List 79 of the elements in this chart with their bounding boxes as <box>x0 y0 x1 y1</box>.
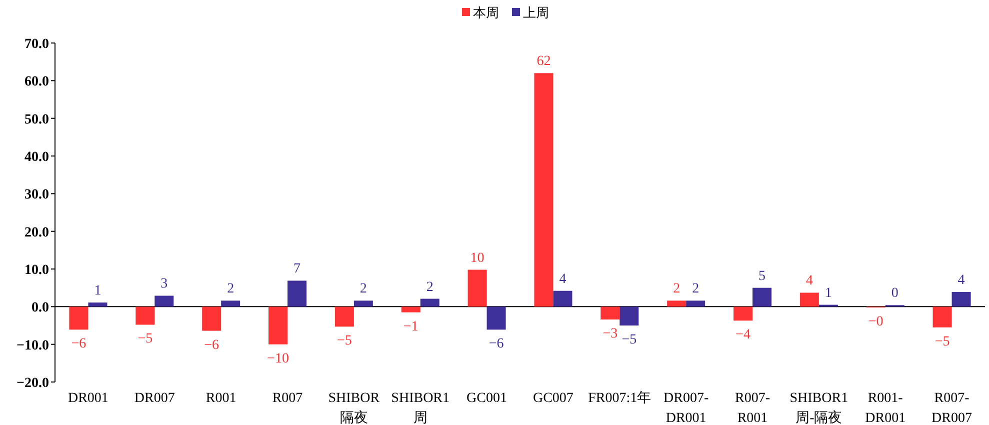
y-tick-label: 40.0 <box>24 150 49 165</box>
bar <box>667 300 686 307</box>
data-label: 2 <box>692 282 700 297</box>
data-label: 3 <box>160 276 168 292</box>
category-label: SHIBOR1周 <box>391 391 450 425</box>
category-label: DR007 <box>134 391 175 406</box>
data-label: −6 <box>488 336 504 352</box>
data-label: 2 <box>426 280 434 295</box>
y-tick-label: 60.0 <box>24 74 49 90</box>
data-label: 4 <box>958 272 965 288</box>
data-label: 0 <box>891 286 898 302</box>
bar <box>468 270 487 307</box>
bar <box>952 292 971 307</box>
bar <box>800 292 819 307</box>
data-label: 5 <box>758 268 766 284</box>
bar <box>334 306 354 327</box>
data-label: 1 <box>824 286 832 301</box>
data-label: −5 <box>336 334 352 349</box>
category-label: R007 <box>272 391 303 406</box>
data-label: −4 <box>736 328 750 343</box>
bar <box>268 306 288 344</box>
data-label: 4 <box>806 274 813 289</box>
bar <box>600 306 620 320</box>
y-tick-label: 20.0 <box>24 225 49 240</box>
data-label: −6 <box>71 336 86 352</box>
bar <box>734 306 752 321</box>
category-label: R007-DR007 <box>932 391 972 425</box>
bar <box>154 296 174 307</box>
y-tick-label: 0.0 <box>32 300 49 316</box>
data-label: 4 <box>559 272 566 287</box>
bar <box>88 302 108 307</box>
category-label: DR001 <box>68 391 108 406</box>
legend-label: 本周 <box>473 5 499 20</box>
category-label: R001 <box>206 391 236 406</box>
y-tick-label: −20.0 <box>16 376 49 391</box>
y-tick-label: −10.0 <box>16 338 49 354</box>
category-label: SHIBOR1周-隔夜 <box>790 391 848 425</box>
data-label: −1 <box>403 319 418 334</box>
legend-label: 上周 <box>523 5 549 20</box>
data-label: −5 <box>622 332 637 348</box>
bar <box>486 306 506 330</box>
category-label: DR007-DR001 <box>664 391 709 425</box>
category-label: SHIBOR隔夜 <box>328 391 380 425</box>
data-label: 7 <box>294 262 300 277</box>
data-label: 1 <box>94 284 102 299</box>
bar <box>534 73 554 307</box>
bar <box>553 290 572 307</box>
data-label: −5 <box>138 332 153 347</box>
category-label: GC007 <box>533 391 574 406</box>
data-label: −3 <box>602 326 618 342</box>
data-label: 10 <box>470 250 484 266</box>
category-label: GC001 <box>466 391 507 406</box>
data-label: 2 <box>673 282 680 297</box>
bar <box>288 280 306 307</box>
data-label: 62 <box>536 54 551 70</box>
data-label: −6 <box>204 338 220 353</box>
bar <box>752 288 772 307</box>
bar <box>620 306 639 326</box>
data-label: 2 <box>360 282 367 297</box>
data-label: −10 <box>267 351 289 366</box>
bar <box>932 306 952 328</box>
data-label: −0 <box>868 314 884 330</box>
y-tick-label: 10.0 <box>24 263 49 278</box>
bar <box>136 306 155 325</box>
bar <box>69 306 88 330</box>
bar <box>420 298 440 307</box>
category-label: R007-R001 <box>735 391 770 425</box>
bar <box>354 300 373 307</box>
y-tick-label: 70.0 <box>24 37 49 52</box>
data-label: −5 <box>934 334 950 350</box>
category-label: FR007:1年 <box>588 391 652 406</box>
bar <box>202 306 222 331</box>
bar <box>401 306 420 312</box>
bar <box>686 300 706 307</box>
data-label: 2 <box>227 282 234 297</box>
y-tick-label: 50.0 <box>24 112 49 128</box>
y-tick-label: 30.0 <box>24 188 49 203</box>
category-label: R001-DR001 <box>865 391 906 425</box>
bar <box>221 300 240 307</box>
